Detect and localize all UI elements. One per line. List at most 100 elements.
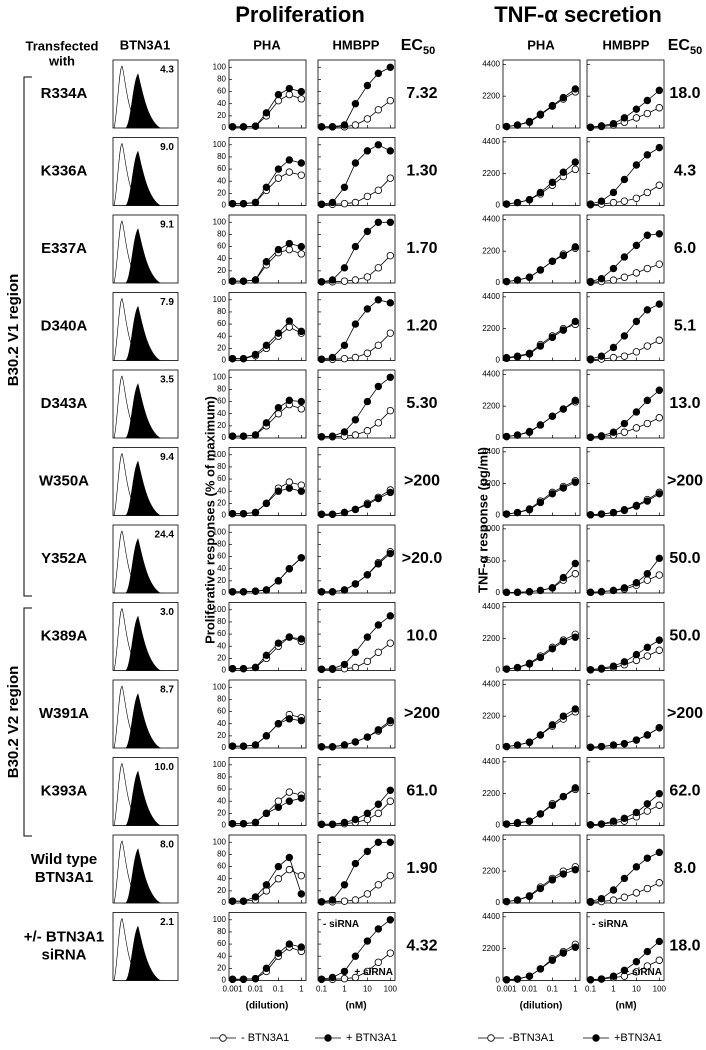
data-point (548, 584, 557, 592)
data-point (643, 188, 652, 197)
flow-filled (125, 228, 162, 284)
annotation: - siRNA (592, 919, 628, 930)
data-point (536, 110, 545, 118)
y-tick-label: 100 (213, 372, 227, 381)
data-point (239, 509, 248, 518)
data-point (351, 416, 360, 424)
y-tick-label: 0 (496, 356, 501, 365)
data-point (655, 571, 664, 579)
data-point (571, 866, 580, 874)
y-tick-label: 100 (213, 837, 227, 846)
data-point (525, 273, 534, 281)
data-point (351, 815, 360, 824)
y-tick-label: 20 (217, 963, 226, 972)
data-point (502, 277, 511, 286)
data-point (251, 122, 260, 130)
data-point (502, 897, 511, 906)
y-tick-label: 60 (217, 397, 226, 406)
data-point (643, 643, 652, 652)
data-point (548, 801, 557, 809)
panel-frame (228, 524, 307, 594)
data-point (571, 559, 580, 568)
data-point (632, 105, 641, 113)
y-tick-label: 4400 (482, 757, 500, 766)
data-point (386, 786, 395, 794)
data-point (363, 305, 372, 313)
data-point (363, 227, 372, 236)
data-point (274, 245, 283, 254)
row-label: Wild type (31, 851, 98, 868)
y-tick-label: 100 (213, 140, 227, 149)
y-tick-label: 0 (496, 976, 501, 985)
data-point (351, 896, 360, 904)
data-point (285, 156, 294, 164)
data-point (620, 966, 629, 975)
data-point (386, 549, 395, 558)
data-point (386, 916, 395, 924)
y-tick-label: 60 (217, 939, 226, 948)
header-hmbpp: HMBPP (603, 37, 650, 52)
panel-frame (502, 524, 581, 594)
y-tick-label: 80 (217, 152, 226, 161)
data-point (274, 577, 283, 585)
data-point (328, 432, 337, 440)
y-tick-label: 0 (496, 898, 501, 907)
ec50-value: 1.70 (406, 240, 437, 257)
data-point (655, 300, 664, 308)
y-tick-label: 60 (217, 319, 226, 328)
data-point (571, 317, 580, 326)
flow-control (113, 453, 141, 516)
data-point (363, 657, 372, 666)
data-point (632, 736, 641, 744)
data-point (643, 109, 652, 118)
data-point (609, 886, 618, 894)
x-tick-label: 0.01 (248, 985, 264, 994)
data-point (285, 484, 294, 492)
data-point (620, 419, 629, 428)
data-point (620, 273, 629, 281)
data-point (597, 588, 606, 596)
y-tick-label: 0 (496, 743, 501, 752)
y-tick-label: 0 (222, 821, 227, 830)
ec50-value: 1.90 (406, 860, 437, 877)
data-point (386, 639, 395, 647)
panel-frame (586, 369, 665, 439)
data-point (374, 296, 383, 304)
mfi-label: 4.3 (160, 65, 174, 76)
ec50-value: >200 (404, 705, 440, 722)
data-point (228, 742, 237, 750)
data-point (317, 278, 326, 286)
ec50-value: 10.0 (406, 628, 437, 645)
data-point (363, 397, 372, 406)
data-point (632, 424, 641, 432)
flow-filled (125, 615, 162, 671)
data-point (274, 487, 283, 495)
data-point (632, 889, 641, 897)
data-point (351, 952, 360, 960)
data-point (297, 943, 306, 951)
data-point (655, 260, 664, 268)
data-point (317, 898, 326, 906)
data-point (297, 242, 306, 251)
mfi-label: 9.1 (160, 220, 174, 231)
y-tick-label: 2200 (482, 91, 500, 100)
data-point (239, 664, 248, 673)
data-point (374, 648, 383, 656)
flow-control (113, 65, 141, 129)
y-tick-label: 80 (217, 617, 226, 626)
y-tick-label: 4400 (482, 679, 500, 688)
data-point (586, 511, 595, 519)
data-point (643, 884, 652, 893)
data-point (632, 317, 641, 326)
data-point (386, 488, 395, 497)
row-label: K389A (41, 627, 88, 644)
annotation: - siRNA (323, 919, 359, 930)
y-tick-label: 100 (213, 760, 227, 769)
data-point (317, 820, 326, 828)
panel-frame (586, 524, 665, 594)
data-point (655, 724, 664, 732)
ec50-value: 8.0 (674, 860, 696, 877)
data-point (297, 794, 306, 802)
data-point (317, 743, 326, 751)
data-point (620, 352, 629, 360)
